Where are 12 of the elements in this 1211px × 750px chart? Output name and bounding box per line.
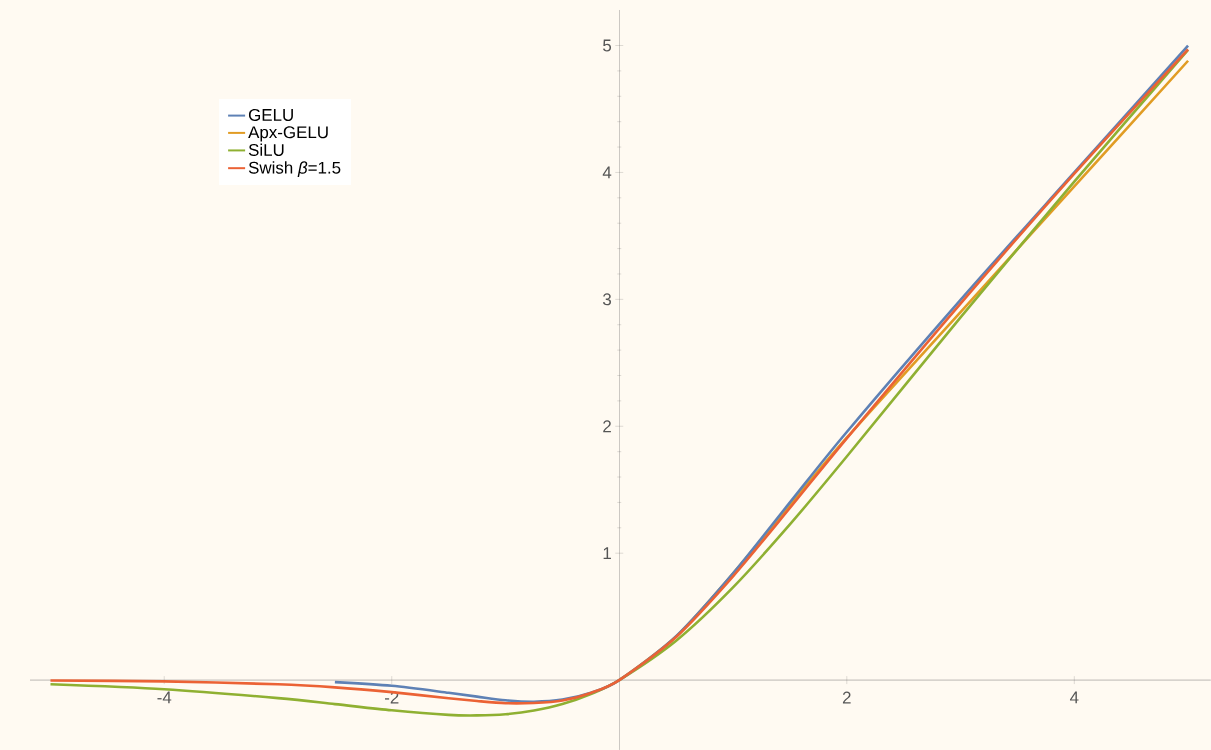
y-tick-label: 3 (602, 293, 612, 306)
legend-label: SiLU (248, 143, 284, 156)
x-tick-label: 2 (842, 691, 851, 704)
y-tick-label: 4 (602, 166, 612, 179)
y-tick-label: 1 (603, 547, 611, 559)
legend-label: Apx-GELU (248, 126, 328, 142)
x-tick-label: -4 (157, 691, 172, 704)
legend-label: GELU (248, 108, 293, 121)
x-tick-label: 4 (1069, 691, 1079, 704)
y-tick-label: 5 (603, 39, 612, 52)
y-tick-label: 2 (603, 420, 611, 433)
legend-label: Swish β=1.5 (248, 161, 341, 178)
